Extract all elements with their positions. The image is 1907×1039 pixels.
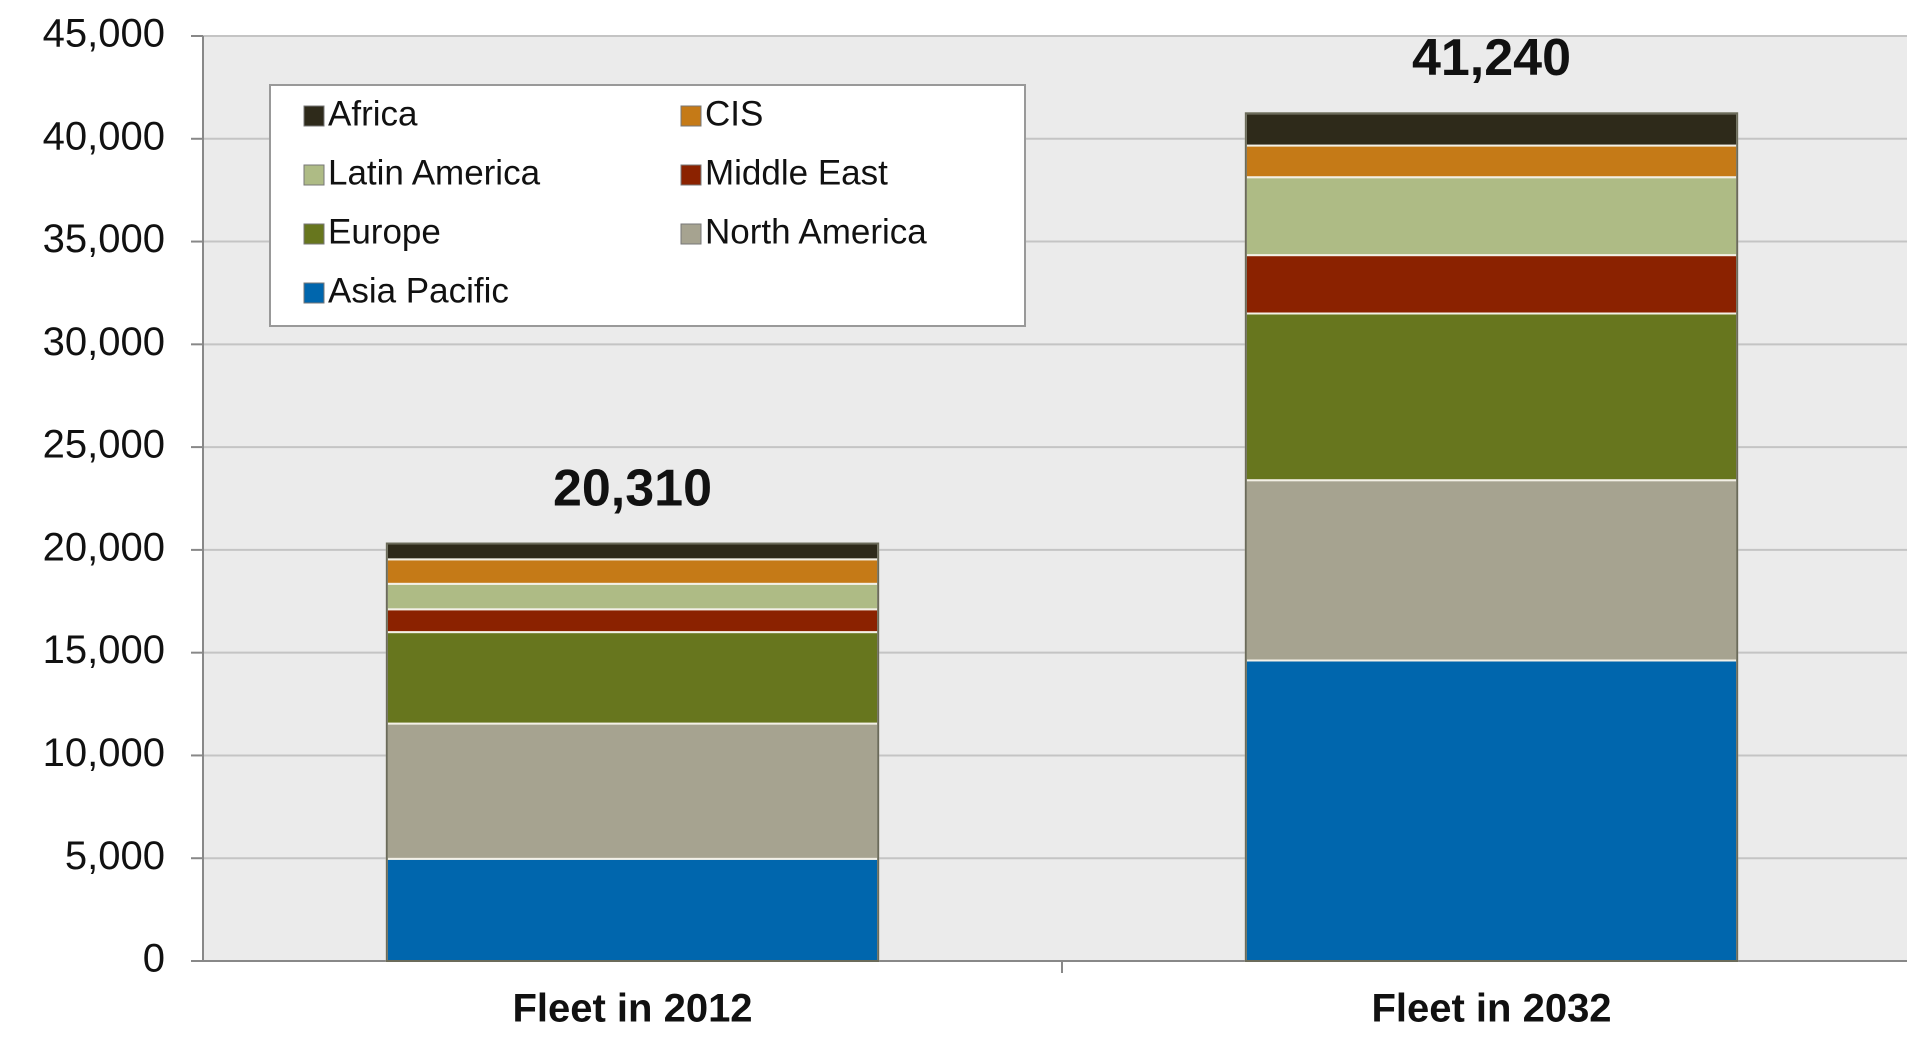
bar-segment bbox=[385, 722, 880, 860]
bar-segment bbox=[1244, 479, 1739, 662]
legend-swatch bbox=[303, 164, 325, 186]
total-label: 20,310 bbox=[553, 459, 712, 517]
bar-segment bbox=[385, 631, 880, 725]
bar-segment bbox=[1244, 144, 1739, 179]
legend-label: Europe bbox=[328, 212, 441, 251]
legend-swatch bbox=[680, 164, 702, 186]
bar-segment bbox=[385, 582, 880, 611]
y-tick-label: 10,000 bbox=[43, 731, 165, 775]
legend-label: Africa bbox=[328, 94, 418, 133]
bar-outline bbox=[385, 542, 880, 962]
legend-swatch bbox=[303, 105, 325, 127]
legend-label: Asia Pacific bbox=[328, 271, 509, 310]
legend-label: CIS bbox=[705, 94, 763, 133]
y-tick-label: 35,000 bbox=[43, 217, 165, 261]
x-tick-label: Fleet in 2032 bbox=[1371, 987, 1611, 1031]
legend-swatch bbox=[303, 223, 325, 245]
bar-segment bbox=[385, 558, 880, 585]
bar-segment bbox=[1244, 312, 1739, 482]
bar-segment bbox=[385, 608, 880, 634]
y-tick-label: 40,000 bbox=[43, 114, 165, 158]
y-tick-label: 25,000 bbox=[43, 423, 165, 467]
bar-segment bbox=[1244, 254, 1739, 315]
legend-label: North America bbox=[705, 212, 927, 251]
bar-segment bbox=[1244, 659, 1739, 962]
legend-swatch bbox=[680, 105, 702, 127]
y-tick-label: 0 bbox=[143, 937, 165, 981]
y-tick-label: 20,000 bbox=[43, 525, 165, 569]
y-tick-label: 15,000 bbox=[43, 628, 165, 672]
total-label: 41,240 bbox=[1412, 29, 1571, 87]
bar-segment bbox=[1244, 112, 1739, 147]
bar-segment bbox=[1244, 176, 1739, 257]
bar-outline bbox=[1244, 112, 1739, 963]
legend-label: Latin America bbox=[328, 153, 541, 192]
legend-swatch bbox=[303, 282, 325, 304]
bar-segment bbox=[385, 542, 880, 561]
legend-label: Middle East bbox=[705, 153, 888, 192]
legend bbox=[269, 84, 1026, 327]
legend-swatch bbox=[680, 223, 702, 245]
x-tick-label: Fleet in 2012 bbox=[512, 987, 752, 1031]
bar-segment bbox=[385, 857, 880, 962]
y-tick-label: 5,000 bbox=[65, 834, 165, 878]
y-tick-label: 30,000 bbox=[43, 320, 165, 364]
y-tick-label: 45,000 bbox=[43, 12, 165, 56]
